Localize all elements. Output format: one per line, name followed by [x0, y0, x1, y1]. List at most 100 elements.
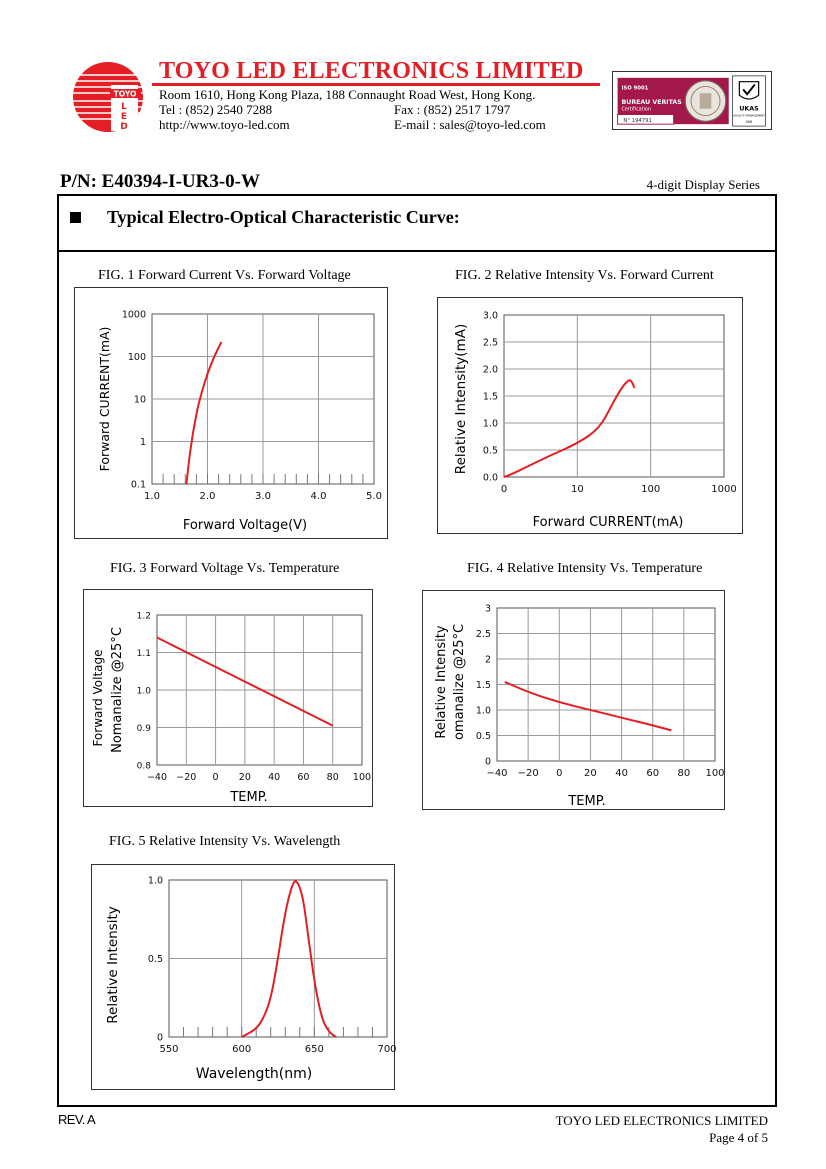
fig4-ytick-label: 2.5 [476, 629, 491, 640]
fig5-xtick-label: 600 [232, 1044, 251, 1055]
fig3-ytick-label: 1.2 [137, 612, 151, 622]
fig5-xlabel: Wavelength(nm) [196, 1066, 312, 1082]
ukas-crown-icon [738, 81, 760, 100]
fig3-ylabel-line2: Nomanalize @25°C [110, 627, 125, 753]
fig1-xtick-label: 4.0 [311, 491, 327, 502]
fig4-ytick-label: 2 [485, 655, 491, 666]
fig2-xlabel: Forward CURRENT(mA) [533, 515, 684, 530]
fig4-xtick-label: 40 [615, 768, 628, 779]
fig4-ylabel-line1: Relative Intensity [434, 625, 449, 738]
company-email[interactable]: E-mail : sales@toyo-led.com [394, 117, 546, 132]
fig4-xtick-label: 20 [584, 768, 597, 779]
fig1-ytick-label: 1000 [122, 310, 146, 321]
fig4-xtick-label: 80 [677, 768, 690, 779]
section-title: Typical Electro-Optical Characteristic C… [107, 207, 460, 227]
fig5-xtick-label: 550 [159, 1044, 178, 1055]
logo-letter-l: L [121, 102, 127, 112]
fig5-series-line [241, 880, 337, 1038]
company-tel: Tel : (852) 2540 7288 [159, 102, 273, 117]
fig2-ylabel: Relative Intensity(mA) [453, 324, 469, 474]
fig3-xlabel: TEMP. [229, 790, 267, 805]
fig4-xtick-label: −20 [518, 768, 539, 779]
content-frame [57, 194, 777, 1107]
fig2-ytick-label: 0.5 [483, 446, 498, 457]
fig2-xtick-label: 1000 [711, 484, 736, 495]
logo-toyo-text: TOYO [114, 90, 137, 99]
company-name-underline [152, 83, 600, 86]
fig5-xtick-label: 650 [305, 1044, 324, 1055]
cert-body-text: BUREAU VERITAS [621, 99, 682, 106]
fig5-caption: FIG. 5 Relative Intensity Vs. Wavelength [109, 834, 341, 849]
certification-badge: ISO 9001 BUREAU VERITAS Certification N°… [612, 71, 772, 130]
fig4-xtick-label: 100 [705, 768, 724, 779]
fig1-chart: 1.0 2.0 3.0 4.0 5.0 0.1 1 10 100 1000 Forward Vol… [74, 287, 388, 539]
logo-letter-d: D [120, 122, 127, 132]
fig4-ylabel-line2: omanalize @25°C [452, 624, 467, 740]
fig3-series-line [156, 636, 334, 727]
fig1-xtick-label: 3.0 [255, 491, 271, 502]
fig3-caption: FIG. 3 Forward Voltage Vs. Temperature [110, 561, 340, 576]
fig4-xtick-label: 0 [556, 768, 562, 779]
fig2-xtick-label: 10 [571, 484, 584, 495]
fig5-chart: 550 600 650 700 0 0.5 1.0 Wavelength(nm) Relat… [91, 864, 397, 1090]
fig2-ytick-label: 0.0 [483, 473, 498, 484]
section-bullet-icon [70, 212, 81, 223]
fig1-ylabel: Forward CURRENT(mA) [97, 327, 112, 472]
fig5-ytick-label: 1.0 [148, 876, 163, 887]
fig3-xtick-label: 60 [297, 772, 309, 783]
fig4-chart: −40 −20 0 20 40 60 80 100 0 0.5 1.0 1.5 2 2.5 3 TEMP. … [422, 590, 725, 810]
fig5-ylabel: Relative Intensity [105, 906, 121, 1024]
fig1-xtick-label: 1.0 [144, 491, 160, 502]
fig1-xtick-label: 5.0 [366, 491, 382, 502]
fig5-ytick-label: 0 [157, 1033, 163, 1044]
fig1-ytick-label: 100 [128, 352, 146, 363]
section-divider [57, 250, 777, 252]
company-website[interactable]: http://www.toyo-led.com [159, 117, 290, 132]
fig4-xtick-label: 60 [646, 768, 659, 779]
fig3-chart: −40 −20 0 20 40 60 80 100 0.8 0.9 1.0 1.1 1.2 TEMP. … [83, 589, 373, 807]
fig2-ytick-label: 1.0 [483, 419, 498, 430]
fig1-xlabel: Forward Voltage(V) [183, 518, 307, 533]
fig4-ytick-label: 1.5 [476, 680, 491, 691]
fig3-xtick-label: 40 [268, 772, 280, 783]
company-logo: TOYO L E D [72, 62, 144, 132]
fig2-xtick-label: 0 [501, 484, 507, 495]
fig2-caption: FIG. 2 Relative Intensity Vs. Forward Cu… [455, 268, 714, 283]
cert-number-text: N° 194791 [623, 118, 652, 124]
fig2-plot: 0 10 100 1000 0.0 0.5 1.0 1.5 2.0 2.5 3.0 Forward … [453, 311, 737, 531]
fig3-plot: −40 −20 0 20 40 60 80 1000.80.91.01.11.2 TEMP. … [91, 612, 371, 806]
fig3-xtick-label: −20 [176, 772, 196, 783]
fig3-ytick-label: 0.8 [137, 762, 152, 772]
fig4-ytick-label: 0.5 [476, 731, 491, 742]
ukas-text: UKAS [739, 106, 759, 113]
fig1-ytick-label: 10 [134, 395, 146, 406]
fig5-ytick-label: 0.5 [148, 954, 163, 965]
fig4-caption: FIG. 4 Relative Intensity Vs. Temperatur… [467, 561, 703, 576]
fig4-ytick-label: 3 [485, 604, 491, 615]
cert-iso-text: ISO 9001 [621, 85, 648, 91]
fig2-ytick-label: 2.0 [483, 365, 498, 376]
fig4-xlabel: TEMP. [567, 794, 605, 809]
company-fax: Fax : (852) 2517 1797 [394, 102, 511, 117]
fig4-series-line [504, 680, 672, 732]
ukas-sub-text: QUALITY MANAGEMENT [733, 113, 765, 117]
fig5-plot: 550 600 650 700 0 0.5 1.0 Wavelength(nm) Relat… [105, 876, 397, 1083]
fig4-ytick-label: 1.0 [476, 706, 491, 717]
fig1-series-line [185, 341, 223, 485]
fig4-ytick-label: 0 [485, 757, 491, 768]
fig3-ytick-label: 1.1 [137, 649, 151, 659]
fig1-ytick-label: 0.1 [131, 480, 146, 491]
company-address: Room 1610, Hong Kong Plaza, 188 Connaugh… [159, 87, 536, 102]
fig2-xtick-label: 100 [641, 484, 660, 495]
fig3-xtick-label: 100 [353, 772, 371, 783]
company-name: TOYO LED ELECTRONICS LIMITED [159, 58, 584, 84]
cert-label-text: Certification [621, 107, 650, 113]
fig4-xtick-label: −40 [486, 768, 507, 779]
logo-letter-e: E [121, 112, 127, 122]
fig2-chart: 0 10 100 1000 0.0 0.5 1.0 1.5 2.0 2.5 3.0 Forward … [437, 297, 743, 534]
fig3-ytick-label: 1.0 [137, 687, 152, 697]
page-number: Page 4 of 5 [709, 1130, 768, 1145]
part-number: P/N: E40394-I-UR3-0-W [60, 171, 261, 192]
fig3-xtick-label: 80 [327, 772, 339, 783]
